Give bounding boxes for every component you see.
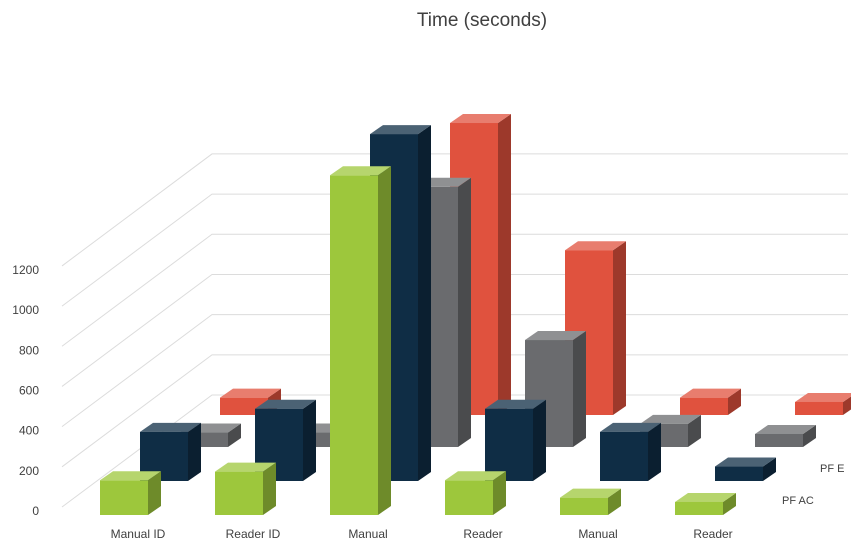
bars: [100, 114, 851, 515]
bar: [445, 471, 506, 515]
bar: [485, 399, 546, 481]
gridline: [61, 233, 848, 347]
gridline: [61, 394, 848, 508]
series-axis-labels: PF AC PF E: [782, 463, 844, 507]
y-tick-label: 1000: [12, 303, 39, 317]
category-label: Reader ID: [226, 527, 281, 541]
gridlines: [61, 153, 848, 508]
bar: [715, 457, 776, 481]
bar: [215, 462, 276, 515]
gridline: [61, 153, 848, 267]
bar: [675, 492, 736, 515]
series-axis-label: PF E: [820, 463, 844, 475]
y-tick-label: 800: [19, 343, 39, 357]
category-label: Manual: [578, 527, 617, 541]
x-axis-categories: Manual ID Reader ID Manual Reader Manual Read…: [111, 527, 733, 541]
chart-title: Time (seconds): [417, 10, 547, 31]
category-label: Manual: [348, 527, 387, 541]
gridline: [61, 273, 848, 387]
bar: [100, 471, 161, 515]
y-tick-label: 1200: [12, 263, 39, 277]
bar: [600, 422, 661, 481]
y-tick-label: 600: [19, 383, 39, 397]
bar: [330, 166, 391, 515]
bar: [755, 424, 816, 447]
y-axis-ticks: 0 200 400 600 800 1000 1200: [12, 263, 39, 518]
category-label: Manual ID: [111, 527, 166, 541]
bar: [255, 399, 316, 481]
bar: [680, 388, 741, 415]
category-label: Reader: [693, 527, 732, 541]
y-tick-label: 0: [32, 504, 39, 518]
bar: [560, 488, 621, 515]
gridline: [61, 354, 848, 468]
gridline: [61, 193, 848, 307]
bar: [795, 392, 851, 415]
gridline: [61, 314, 848, 428]
category-label: Reader: [463, 527, 502, 541]
series-axis-label: PF AC: [782, 495, 814, 507]
y-tick-label: 400: [19, 424, 39, 438]
y-tick-label: 200: [19, 464, 39, 478]
